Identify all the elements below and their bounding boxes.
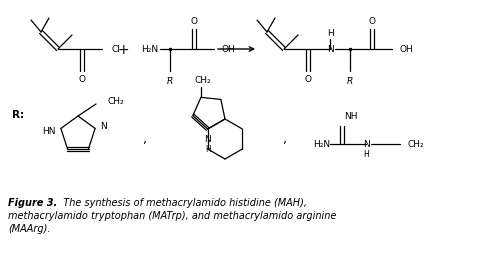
- Text: HN: HN: [42, 126, 56, 135]
- Text: +: +: [117, 43, 129, 57]
- Text: R̅: R̅: [347, 77, 353, 86]
- Text: H: H: [205, 145, 211, 154]
- Text: CH₂: CH₂: [408, 140, 425, 149]
- Text: The synthesis of methacrylamido histidine (MAH),: The synthesis of methacrylamido histidin…: [57, 197, 307, 207]
- Text: R:: R:: [12, 109, 24, 120]
- Text: ,: ,: [283, 133, 287, 146]
- Text: O: O: [79, 75, 86, 84]
- Text: O: O: [304, 75, 312, 84]
- Text: OH: OH: [222, 45, 236, 54]
- Text: Figure 3.: Figure 3.: [8, 197, 57, 207]
- Text: H: H: [327, 29, 333, 38]
- Text: O: O: [191, 18, 198, 26]
- Text: N: N: [204, 135, 211, 144]
- Text: R̅: R̅: [167, 77, 173, 86]
- Text: (MAArg).: (MAArg).: [8, 223, 50, 233]
- Text: CH₂: CH₂: [108, 97, 124, 106]
- Text: CH₂: CH₂: [195, 75, 211, 85]
- Text: H: H: [363, 150, 369, 159]
- Text: Cl: Cl: [112, 45, 121, 54]
- Text: O: O: [369, 18, 375, 26]
- Text: H₂N: H₂N: [141, 45, 158, 54]
- Text: NH: NH: [344, 112, 358, 121]
- Text: N: N: [327, 45, 333, 54]
- Text: methacrylamido tryptophan (MATrp), and methacrylamido arginine: methacrylamido tryptophan (MATrp), and m…: [8, 210, 336, 220]
- Text: N: N: [363, 140, 370, 149]
- Text: ,: ,: [143, 133, 147, 146]
- Text: OH: OH: [400, 45, 414, 54]
- Text: H₂N: H₂N: [313, 140, 330, 149]
- Text: N: N: [100, 121, 107, 130]
